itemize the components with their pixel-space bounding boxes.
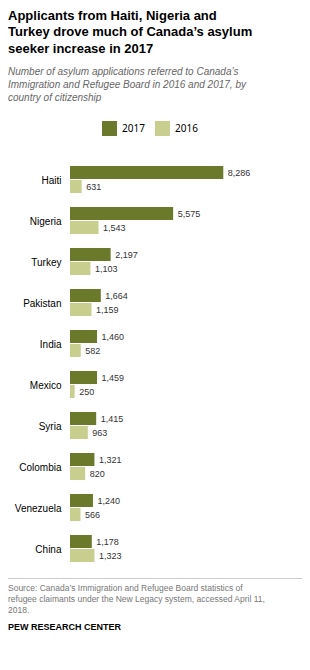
svg-text:1,159: 1,159	[96, 305, 119, 315]
html-text:2016: 2016	[175, 121, 198, 136]
svg-text:Turkey: Turkey	[31, 256, 61, 267]
svg-text:Venezuela: Venezuela	[15, 502, 62, 513]
svg-text:631: 631	[86, 182, 101, 192]
svg-text:1,459: 1,459	[101, 373, 124, 383]
svg-text:1,240: 1,240	[97, 496, 120, 506]
svg-text:566: 566	[85, 510, 100, 520]
svg-text:1,415: 1,415	[101, 414, 124, 424]
svg-text:582: 582	[85, 346, 100, 356]
svg-text:1,543: 1,543	[103, 223, 126, 233]
svg-text:India: India	[40, 338, 62, 349]
svg-text:1,323: 1,323	[99, 551, 122, 561]
svg-text:1,460: 1,460	[102, 332, 125, 342]
html-text:Number of asylum applications: Number of asylum applications referred t…	[8, 65, 246, 103]
svg-text:963: 963	[92, 428, 107, 438]
svg-text:1,321: 1,321	[99, 455, 122, 465]
html-text:2017: 2017	[122, 121, 145, 136]
svg-text:5,575: 5,575	[178, 209, 201, 219]
svg-text:1,103: 1,103	[95, 264, 118, 274]
svg-text:1,178: 1,178	[96, 537, 119, 547]
svg-text:Colombia: Colombia	[19, 461, 62, 472]
svg-text:Syria: Syria	[39, 420, 62, 431]
svg-text:2,197: 2,197	[115, 250, 138, 260]
svg-text:Nigeria: Nigeria	[30, 215, 62, 226]
svg-text:Haiti: Haiti	[41, 174, 61, 185]
svg-text:Mexico: Mexico	[30, 379, 62, 390]
svg-text:1,664: 1,664	[105, 291, 128, 301]
html-text:PEW RESEARCH CENTER: PEW RESEARCH CENTER	[8, 621, 121, 632]
svg-text:Pakistan: Pakistan	[23, 297, 61, 308]
svg-text:820: 820	[90, 469, 105, 479]
html-text:Source: Canada’s Immigration a: Source: Canada’s Immigration and Refugee…	[8, 582, 265, 615]
svg-text:8,286: 8,286	[228, 168, 251, 178]
svg-text:China: China	[35, 543, 62, 554]
svg-text:250: 250	[79, 387, 94, 397]
html-text:Applicants from Haiti, Nigeria: Applicants from Haiti, Nigeria and Turke…	[8, 8, 253, 56]
